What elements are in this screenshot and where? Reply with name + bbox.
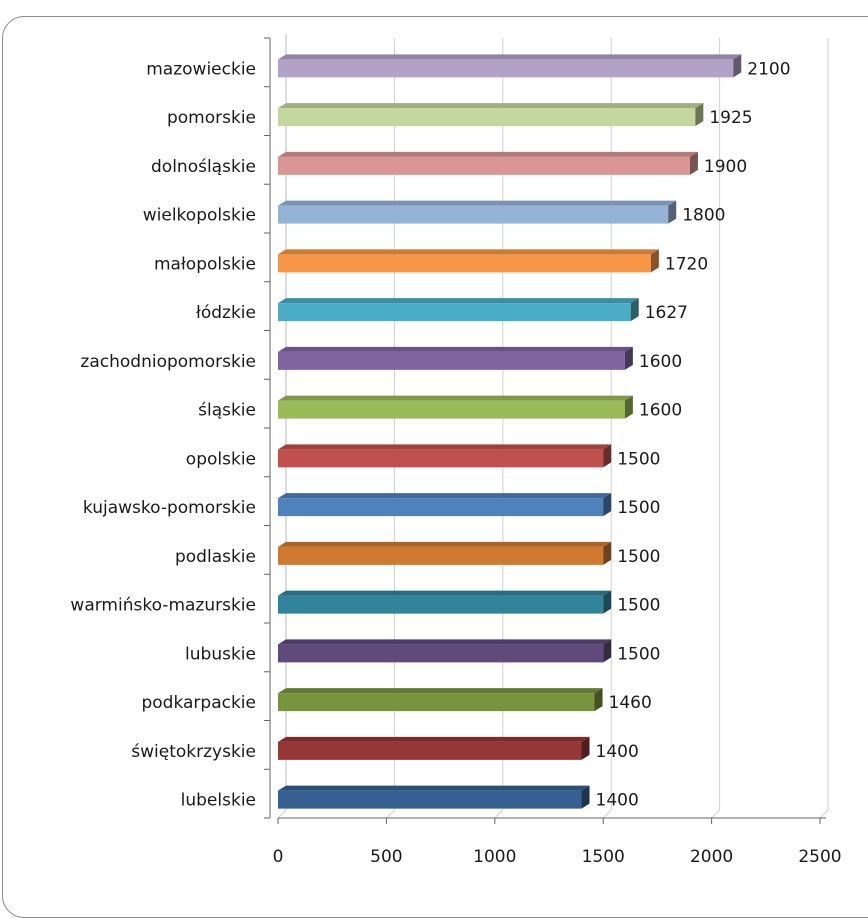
bar-top-face xyxy=(278,346,633,352)
bar xyxy=(278,351,625,370)
bar xyxy=(278,59,734,78)
gridline-floor xyxy=(386,809,395,819)
category-label: podlaskie xyxy=(175,547,256,567)
bar-chart: 0 500 1000 1500 2000 2500 mazowieckie 2100 pomor… xyxy=(70,34,842,867)
category-label: dolnośląskie xyxy=(151,157,256,177)
bar-top-face xyxy=(278,688,603,694)
gridline-floor xyxy=(819,809,829,819)
bar-end-face xyxy=(603,444,612,468)
bar-end-face xyxy=(581,785,590,809)
bar xyxy=(278,595,604,614)
bar-top-face xyxy=(278,639,612,645)
bar-end-face xyxy=(624,395,633,419)
bar-top-face xyxy=(278,200,677,206)
bar-end-face xyxy=(695,103,704,127)
bar xyxy=(278,741,582,760)
x-tick-label: 1500 xyxy=(582,847,625,867)
bar-end-face xyxy=(630,298,639,322)
bar xyxy=(278,400,625,419)
bars xyxy=(278,54,742,809)
category-label: łódzkie xyxy=(196,303,256,323)
bar-end-face xyxy=(650,249,659,273)
bar xyxy=(278,449,604,468)
x-tick-label: 0 xyxy=(273,847,284,867)
bar xyxy=(278,156,690,175)
category-label: zachodniopomorskie xyxy=(80,352,256,372)
data-label: 1900 xyxy=(704,157,747,177)
bar xyxy=(278,303,631,322)
bar-end-face xyxy=(581,736,590,760)
x-tick-label: 500 xyxy=(370,847,402,867)
gridline-floor xyxy=(711,809,720,819)
x-tick-label: 2000 xyxy=(690,847,733,867)
data-label: 1400 xyxy=(596,791,639,811)
data-label: 1925 xyxy=(709,108,752,128)
bar xyxy=(278,693,595,712)
gridline-floor xyxy=(602,809,612,819)
bar xyxy=(278,108,696,127)
data-label: 1500 xyxy=(617,547,660,567)
data-label: 1500 xyxy=(617,449,660,469)
category-label: lubelskie xyxy=(181,791,256,811)
category-label: podkarpackie xyxy=(141,693,256,713)
data-label: 1400 xyxy=(596,742,639,762)
bar-top-face xyxy=(278,590,612,596)
category-label: mazowieckie xyxy=(146,59,256,79)
data-label: 1720 xyxy=(665,254,708,274)
bar-end-face xyxy=(733,54,742,78)
gridline-floor xyxy=(494,809,504,819)
bar xyxy=(278,546,604,565)
bar-top-face xyxy=(278,395,633,401)
category-label: kujawsko-pomorskie xyxy=(83,498,256,518)
data-label: 1460 xyxy=(609,693,652,713)
bar-top-face xyxy=(278,103,704,109)
bar-end-face xyxy=(668,200,677,224)
category-label: śląskie xyxy=(198,401,256,421)
data-label: 1800 xyxy=(682,206,725,226)
bar-end-face xyxy=(603,541,612,565)
bar-top-face xyxy=(278,54,742,60)
bar-top-face xyxy=(278,249,659,255)
bar xyxy=(278,205,669,224)
data-label: 1600 xyxy=(639,352,682,372)
bar-end-face xyxy=(594,688,603,712)
bar-end-face xyxy=(603,493,612,517)
bar xyxy=(278,254,651,273)
bar-top-face xyxy=(278,785,590,791)
category-label: warmińsko-mazurskie xyxy=(70,596,256,616)
x-tick-label: 1000 xyxy=(473,847,516,867)
bar xyxy=(278,498,604,517)
bar-top-face xyxy=(278,736,590,742)
bar-end-face xyxy=(603,590,612,614)
category-label: wielkopolskie xyxy=(143,206,256,226)
category-label: małopolskie xyxy=(154,254,256,274)
bar-end-face xyxy=(689,151,698,175)
data-label: 1500 xyxy=(617,644,660,664)
category-label: lubuskie xyxy=(185,644,256,664)
data-label: 1627 xyxy=(645,303,688,323)
bar xyxy=(278,644,604,663)
category-label: świętokrzyskie xyxy=(131,742,256,762)
bar-end-face xyxy=(624,346,633,370)
x-tick-label: 2500 xyxy=(798,847,841,867)
gridline-floor xyxy=(277,809,287,819)
bar-top-face xyxy=(278,493,612,499)
data-label: 1600 xyxy=(639,401,682,421)
category-label: pomorskie xyxy=(167,108,256,128)
bar-top-face xyxy=(278,151,698,157)
bar-top-face xyxy=(278,298,639,304)
bar-top-face xyxy=(278,444,612,450)
data-label: 2100 xyxy=(747,59,790,79)
bar-end-face xyxy=(603,639,612,663)
data-label: 1500 xyxy=(617,498,660,518)
category-label: opolskie xyxy=(186,449,256,469)
data-label: 1500 xyxy=(617,596,660,616)
bar xyxy=(278,790,582,809)
labels: 0 500 1000 1500 2000 2500 mazowieckie 2100 pomor… xyxy=(70,59,841,867)
bar-top-face xyxy=(278,541,612,547)
